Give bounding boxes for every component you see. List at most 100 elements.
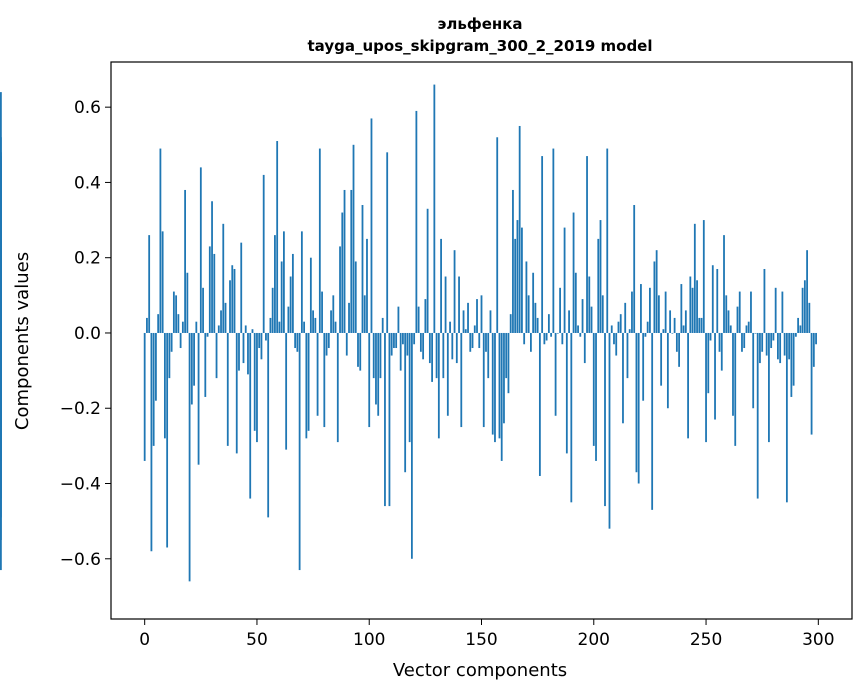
bar-135 [446, 332, 449, 416]
bar-19 [186, 272, 189, 333]
bar-185 [559, 287, 561, 333]
bar-130 [435, 332, 438, 379]
bar-229 [657, 295, 660, 333]
bar-83 [330, 310, 332, 333]
bar-228 [655, 250, 658, 333]
bar-124 [422, 332, 425, 360]
bar-212 [619, 314, 622, 333]
bar-194 [579, 332, 582, 337]
bar-184 [556, 332, 559, 334]
bar-159 [500, 332, 503, 461]
bar-249 [702, 220, 705, 333]
bar-60 [278, 321, 281, 333]
bar-undefined [0, 163, 2, 333]
bar-14 [175, 295, 178, 333]
bar-216 [628, 329, 631, 333]
bar-287 [788, 332, 791, 360]
bar-114 [399, 332, 402, 371]
bar-273 [756, 332, 759, 499]
bar-183 [554, 332, 557, 416]
bar-149 [478, 332, 481, 349]
bar-90 [345, 332, 348, 356]
bar-82 [327, 332, 330, 349]
bar-210 [615, 332, 618, 356]
bar-257 [720, 332, 723, 371]
x-tick-label: 150 [465, 630, 497, 650]
bar-173 [532, 272, 535, 333]
bar-231 [662, 329, 665, 333]
bar-156 [494, 332, 496, 443]
bar-293 [801, 287, 804, 333]
bar-179 [545, 332, 548, 341]
bar-38 [229, 280, 231, 333]
bar-70 [300, 231, 303, 333]
bar-193 [577, 325, 579, 333]
bar-298 [812, 332, 815, 367]
bar-145 [469, 332, 472, 352]
bar-294 [803, 280, 806, 333]
bar-30 [211, 201, 213, 333]
bar-265 [738, 291, 741, 333]
bar-163 [509, 314, 512, 333]
bar-282 [777, 332, 779, 360]
bar-18 [184, 189, 186, 333]
bar-263 [734, 332, 737, 446]
bar-270 [750, 291, 752, 333]
bar-235 [671, 332, 674, 334]
bar-23 [195, 321, 198, 333]
bar-139 [455, 332, 458, 364]
bar-168 [521, 227, 523, 333]
bar-9 [163, 332, 166, 439]
bar-154 [489, 310, 492, 333]
bar-236 [673, 317, 676, 333]
bar-181 [550, 332, 553, 337]
bar-97 [361, 205, 364, 333]
bar-49 [253, 332, 256, 431]
bar-189 [568, 310, 570, 333]
bar-36 [224, 302, 227, 333]
bar-171 [527, 295, 530, 333]
bar-188 [565, 332, 568, 454]
bar-146 [471, 332, 474, 349]
bar-85 [334, 321, 337, 333]
bar-98 [363, 295, 366, 333]
bar-180 [547, 314, 550, 333]
bar-132 [440, 238, 442, 333]
bar-220 [637, 332, 640, 484]
y-tick-label: 0.6 [74, 98, 101, 118]
bar-214 [624, 302, 627, 333]
bar-77 [316, 332, 319, 416]
bar-207 [608, 332, 611, 529]
bar-296 [808, 302, 811, 333]
bar-241 [684, 310, 687, 333]
bar-176 [538, 332, 541, 476]
bar-117 [406, 332, 409, 356]
bar-79 [321, 291, 323, 333]
bar-202 [597, 238, 600, 333]
y-tick-label: 0.0 [74, 324, 101, 344]
bar-40 [233, 268, 236, 333]
bar-248 [700, 317, 703, 333]
bar-28 [206, 332, 209, 337]
bar-131 [437, 332, 440, 439]
bar-195 [581, 299, 584, 333]
bar-37 [226, 332, 229, 446]
bar-169 [523, 332, 526, 345]
y-tick-label: 0.2 [74, 249, 101, 269]
bar-56 [269, 317, 272, 333]
x-axis-label: Vector components [393, 660, 567, 681]
bar-87 [339, 246, 341, 333]
bar-109 [388, 332, 391, 507]
bar-165 [514, 238, 517, 333]
bar-258 [723, 235, 725, 333]
bar-213 [622, 332, 624, 424]
bar-26 [202, 287, 204, 333]
bar-198 [588, 276, 591, 333]
bar-246 [696, 280, 698, 333]
bar-118 [408, 332, 411, 443]
bar-206 [606, 148, 609, 333]
bar-group [0, 84, 817, 582]
bar-218 [633, 205, 636, 333]
bar-268 [745, 325, 748, 333]
bar-120 [413, 332, 416, 345]
